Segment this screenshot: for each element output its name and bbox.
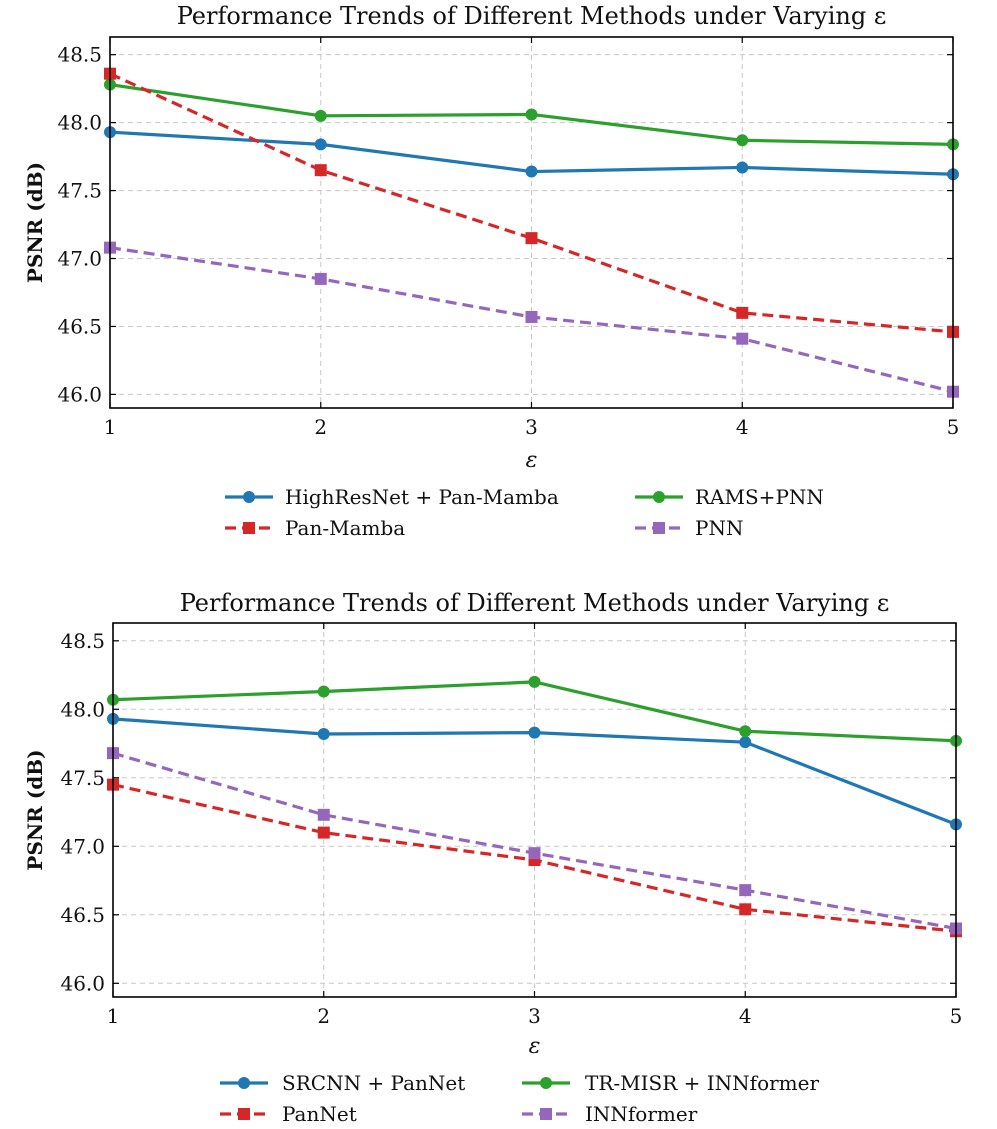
x-tick-label: 4	[739, 1004, 752, 1028]
legend-item-pannet: PanNet	[220, 1102, 357, 1126]
data-point	[525, 232, 538, 245]
chart-title: Performance Trends of Different Methods …	[177, 2, 887, 30]
y-tick-label: 46.0	[60, 971, 105, 995]
data-point	[314, 109, 327, 122]
x-tick-label: 3	[528, 1004, 541, 1028]
legend-marker	[243, 491, 255, 503]
data-point	[739, 725, 752, 738]
legend-marker	[238, 1077, 250, 1089]
y-tick-label: 47.0	[57, 247, 102, 271]
x-tick-label: 4	[736, 415, 749, 439]
series-innformer	[107, 747, 962, 935]
legend-marker	[653, 522, 665, 534]
data-point	[317, 685, 330, 698]
data-point	[528, 847, 541, 860]
data-point	[739, 884, 752, 897]
legend-item-pan-mamba: Pan-Mamba	[225, 516, 405, 540]
data-point	[736, 134, 749, 147]
plot-frame	[109, 36, 954, 409]
legend-item-pnn: PNN	[635, 516, 743, 540]
legend-item-highresnet-pan-mamba: HighResNet + Pan-Mamba	[225, 485, 559, 509]
data-point	[317, 727, 330, 740]
y-tick-label: 46.5	[57, 314, 102, 338]
y-tick-label: 47.0	[60, 834, 105, 858]
y-axis-label: PSNR (dB)	[23, 749, 47, 870]
chart-panel-1: Performance Trends of Different Methods …	[23, 2, 959, 540]
legend-marker	[540, 1077, 552, 1089]
series-tr-misr-innformer	[107, 675, 962, 747]
legend: HighResNet + Pan-Mamba Pan-Mamba RAMS+PNN P…	[225, 485, 824, 540]
series-pannet	[107, 778, 962, 938]
data-point	[314, 164, 327, 177]
legend-marker	[243, 522, 255, 534]
x-tick-label: 5	[947, 415, 960, 439]
legend-item-tr-misr-innformer: TR-MISR + INNformer	[522, 1071, 819, 1095]
y-axis-label: PSNR (dB)	[23, 162, 47, 283]
legend: SRCNN + PanNet PanNet TR-MISR + INNformer I…	[220, 1071, 819, 1126]
x-tick-label: 5	[950, 1004, 963, 1028]
x-axis-label: ε	[529, 1034, 541, 1059]
legend-label: Pan-Mamba	[285, 516, 405, 540]
plot-frame	[112, 622, 957, 998]
data-point	[739, 736, 752, 749]
x-tick-label: 3	[525, 415, 538, 439]
x-tick-label: 2	[314, 415, 327, 439]
legend-marker	[540, 1108, 552, 1120]
legend-marker	[238, 1108, 250, 1120]
legend-label: PanNet	[282, 1102, 357, 1126]
legend-label: INNformer	[585, 1102, 698, 1126]
legend-item-rams-pnn: RAMS+PNN	[635, 485, 824, 509]
series-pan-mamba	[104, 67, 959, 338]
y-tick-label: 48.0	[57, 111, 102, 135]
data-point	[525, 108, 538, 121]
data-point	[317, 808, 330, 821]
legend-label: PNN	[695, 516, 743, 540]
legend-label: RAMS+PNN	[695, 485, 824, 509]
chart-panel-2: Performance Trends of Different Methods …	[23, 589, 962, 1126]
chart-title: Performance Trends of Different Methods …	[180, 589, 890, 617]
legend-label: TR-MISR + INNformer	[585, 1071, 819, 1095]
data-point	[525, 310, 538, 323]
data-point	[528, 726, 541, 739]
legend-label: HighResNet + Pan-Mamba	[285, 485, 559, 509]
legend-marker	[653, 491, 665, 503]
x-tick-label: 1	[107, 1004, 120, 1028]
y-tick-label: 48.5	[57, 43, 102, 67]
y-tick-label: 46.5	[60, 903, 105, 927]
data-point	[736, 332, 749, 345]
x-axis-label: ε	[526, 448, 538, 473]
legend-label: SRCNN + PanNet	[282, 1071, 465, 1095]
y-tick-label: 47.5	[60, 766, 105, 790]
series-line-pan-mamba	[109, 72, 954, 334]
data-point	[317, 826, 330, 839]
data-point	[528, 675, 541, 688]
y-tick-label: 47.5	[57, 179, 102, 203]
data-point	[736, 161, 749, 174]
x-tick-label: 1	[104, 415, 117, 439]
data-point	[314, 138, 327, 151]
legend-item-innformer: INNformer	[522, 1102, 698, 1126]
x-tick-label: 2	[317, 1004, 330, 1028]
y-tick-label: 48.0	[60, 697, 105, 721]
y-tick-label: 48.5	[60, 629, 105, 653]
data-point	[525, 165, 538, 178]
data-point	[739, 903, 752, 916]
y-tick-label: 46.0	[57, 382, 102, 406]
series-highresnet-pan-mamba	[104, 126, 959, 181]
legend-item-srcnn-pannet: SRCNN + PanNet	[220, 1071, 465, 1095]
data-point	[314, 272, 327, 285]
data-point	[736, 306, 749, 319]
